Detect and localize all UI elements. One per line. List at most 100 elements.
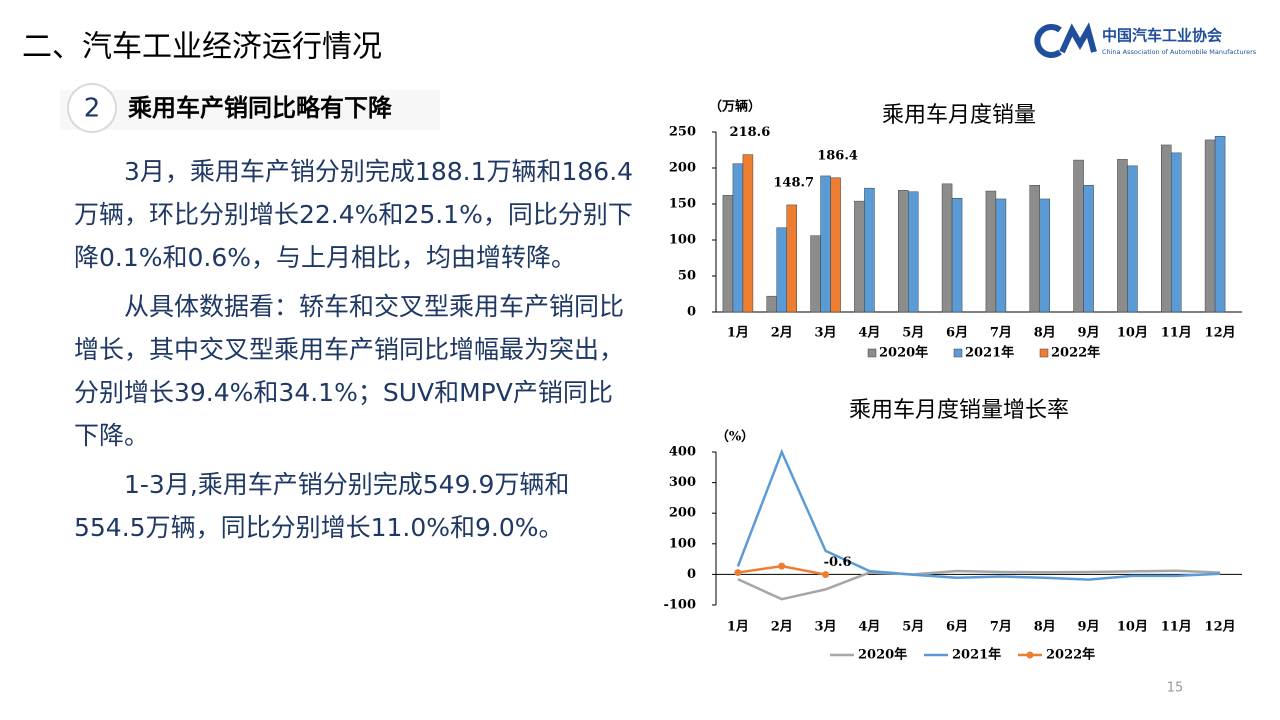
bar bbox=[1127, 165, 1138, 313]
legend-swatch bbox=[867, 348, 877, 358]
header-title: 二、汽车工业经济运行情况 bbox=[22, 30, 382, 65]
section-band bbox=[60, 90, 440, 130]
bar bbox=[732, 163, 744, 313]
marker bbox=[822, 571, 830, 579]
x-tick-label: 7月 bbox=[990, 326, 1012, 341]
x-tick-label: 3月 bbox=[815, 620, 837, 635]
legend-label: 2021年 bbox=[952, 647, 1001, 663]
data-label: 218.6 bbox=[730, 125, 771, 140]
legend-label: 2022年 bbox=[1051, 345, 1100, 361]
page-number: 15 bbox=[1167, 681, 1184, 696]
y-tick-label: 250 bbox=[669, 125, 696, 140]
x-tick-label: 10月 bbox=[1117, 620, 1148, 635]
bar bbox=[776, 227, 787, 313]
bar bbox=[941, 183, 953, 313]
x-tick-label: 5月 bbox=[902, 620, 924, 635]
bar bbox=[864, 187, 875, 313]
legend-marker bbox=[1026, 651, 1034, 659]
bar bbox=[786, 204, 797, 313]
bar bbox=[830, 177, 841, 313]
bar bbox=[951, 197, 963, 313]
data-label: 186.4 bbox=[817, 148, 858, 163]
x-tick-label: 9月 bbox=[1078, 326, 1100, 341]
bar bbox=[1204, 139, 1216, 313]
paragraphs: 3月，乘用车产销分别完成188.1万辆和186.4万辆，环比分别增长22.4%和… bbox=[74, 150, 636, 555]
bar bbox=[1171, 152, 1182, 313]
bar bbox=[1039, 198, 1050, 313]
logo-mark bbox=[1034, 22, 1097, 58]
bar bbox=[1029, 185, 1040, 313]
line bbox=[737, 569, 1221, 601]
x-tick-label: 8月 bbox=[1034, 326, 1056, 341]
legend-swatch bbox=[1039, 348, 1049, 358]
x-tick-label: 12月 bbox=[1205, 620, 1236, 635]
legend-label: 2020年 bbox=[858, 647, 907, 663]
y-tick-label: 100 bbox=[669, 536, 696, 551]
x-tick-label: 11月 bbox=[1161, 620, 1192, 635]
bar bbox=[1083, 185, 1094, 313]
section-title: 乘用车产销同比略有下降 bbox=[127, 94, 393, 122]
bar bbox=[854, 200, 865, 313]
bar bbox=[766, 295, 777, 313]
marker bbox=[778, 562, 786, 570]
legend-swatch bbox=[953, 348, 963, 358]
x-tick-label: 2月 bbox=[771, 620, 793, 635]
y-tick-label: 0 bbox=[687, 567, 696, 582]
y-axis-label: （万辆） bbox=[709, 99, 761, 115]
chart-title: 乘用车月度销量增长率 bbox=[849, 398, 1069, 423]
data-label: -0.6 bbox=[824, 555, 852, 570]
paragraph: 3月，乘用车产销分别完成188.1万辆和186.4万辆，环比分别增长22.4%和… bbox=[74, 157, 634, 272]
x-tick-label: 7月 bbox=[990, 620, 1012, 635]
bar bbox=[1161, 144, 1172, 313]
marker bbox=[734, 569, 742, 577]
line bbox=[736, 448, 1221, 581]
bar bbox=[995, 198, 1007, 313]
x-tick-label: 2月 bbox=[771, 326, 793, 341]
x-tick-label: 8月 bbox=[1034, 620, 1056, 635]
data-label: 148.7 bbox=[773, 175, 814, 190]
legend-label: 2021年 bbox=[965, 345, 1014, 361]
bar bbox=[722, 195, 734, 313]
logo-name: 中国汽车工业协会 bbox=[1102, 27, 1222, 45]
bar bbox=[908, 191, 919, 313]
y-tick-label: -100 bbox=[663, 598, 696, 613]
x-tick-label: 11月 bbox=[1161, 326, 1192, 341]
x-tick-label: 1月 bbox=[727, 620, 749, 635]
bar bbox=[1214, 136, 1226, 313]
x-tick-label: 5月 bbox=[902, 326, 924, 341]
y-tick-label: 100 bbox=[669, 233, 696, 248]
section-number: 2 bbox=[84, 94, 101, 124]
x-tick-label: 4月 bbox=[858, 326, 880, 341]
bar bbox=[985, 190, 997, 313]
y-tick-label: 0 bbox=[687, 305, 696, 320]
bar bbox=[1117, 159, 1128, 313]
x-tick-label: 1月 bbox=[727, 326, 749, 341]
bar bbox=[898, 190, 909, 313]
x-tick-label: 6月 bbox=[946, 326, 968, 341]
y-axis-label: （%） bbox=[716, 429, 754, 445]
x-tick-label: 6月 bbox=[946, 620, 968, 635]
bar bbox=[742, 154, 754, 313]
y-tick-label: 200 bbox=[669, 506, 696, 521]
paragraph: 从具体数据看：轿车和交叉型乘用车产销同比增长，其中交叉型乘用车产销同比增幅最为突… bbox=[74, 292, 625, 450]
chart-title: 乘用车月度销量 bbox=[882, 103, 1036, 128]
y-tick-label: 400 bbox=[669, 445, 696, 460]
logo-english: China Association of Automobile Manufact… bbox=[1102, 48, 1257, 56]
bar bbox=[1073, 159, 1084, 313]
x-tick-label: 4月 bbox=[858, 620, 880, 635]
y-tick-label: 150 bbox=[669, 197, 696, 212]
y-tick-label: 200 bbox=[669, 161, 696, 176]
bar bbox=[810, 235, 821, 313]
x-tick-label: 12月 bbox=[1205, 326, 1236, 341]
x-tick-label: 10月 bbox=[1117, 326, 1148, 341]
y-tick-label: 300 bbox=[669, 475, 696, 490]
bar bbox=[820, 175, 831, 313]
y-tick-label: 50 bbox=[678, 269, 696, 284]
legend-label: 2020年 bbox=[879, 345, 928, 361]
x-tick-label: 3月 bbox=[815, 326, 837, 341]
x-tick-label: 9月 bbox=[1078, 620, 1100, 635]
legend-label: 2022年 bbox=[1046, 647, 1095, 663]
paragraph: 1-3月,乘用车产销分别完成549.9万辆和554.5万辆，同比分别增长11.0… bbox=[74, 470, 570, 542]
